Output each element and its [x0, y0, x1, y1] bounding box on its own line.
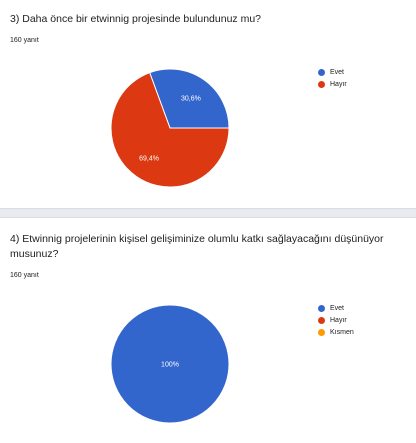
section-divider — [0, 208, 416, 218]
pie-slice-hayır — [110, 71, 230, 188]
pie-slice-label: 69,4% — [139, 155, 159, 162]
chart-legend: Evet Hayır Kısmen — [318, 302, 354, 338]
legend-item-hayır: Hayır — [318, 314, 354, 326]
legend-item-hayır: Hayır — [318, 78, 347, 90]
pie-slice-evet — [110, 304, 230, 424]
question-title: 3) Daha önce bir etwinnig projesinde bul… — [10, 13, 261, 25]
question-card-4: 4) Etwinnig projelerinin kişisel gelişim… — [0, 218, 416, 443]
pie-slice-label: 30,6% — [181, 96, 201, 103]
question-title: 4) Etwinnig projelerinin kişisel gelişim… — [10, 233, 384, 260]
pie-slice-label: 100% — [161, 362, 179, 369]
legend-label: Kısmen — [330, 328, 354, 336]
response-count: 160 yanıt — [10, 272, 39, 279]
chart-legend: Evet Hayır — [318, 66, 347, 90]
response-count: 160 yanıt — [10, 37, 39, 44]
legend-swatch — [318, 68, 325, 76]
legend-swatch — [318, 80, 325, 88]
legend-label: Hayır — [330, 80, 347, 88]
legend-label: Evet — [330, 304, 345, 312]
legend-item-evet: Evet — [318, 302, 354, 314]
legend-swatch — [318, 328, 325, 336]
legend-item-evet: Evet — [318, 66, 347, 78]
legend-label: Hayır — [330, 316, 347, 324]
legend-item-kısmen: Kısmen — [318, 326, 354, 338]
legend-swatch — [318, 304, 325, 312]
legend-label: Evet — [330, 68, 345, 76]
pie-chart: 30,6% 69,4% — [110, 68, 230, 188]
pie-slice-evet — [149, 68, 230, 129]
pie-chart: 100% — [110, 304, 230, 424]
legend-swatch — [318, 316, 325, 324]
question-card-3: 3) Daha önce bir etwinnig projesinde bul… — [0, 0, 416, 208]
